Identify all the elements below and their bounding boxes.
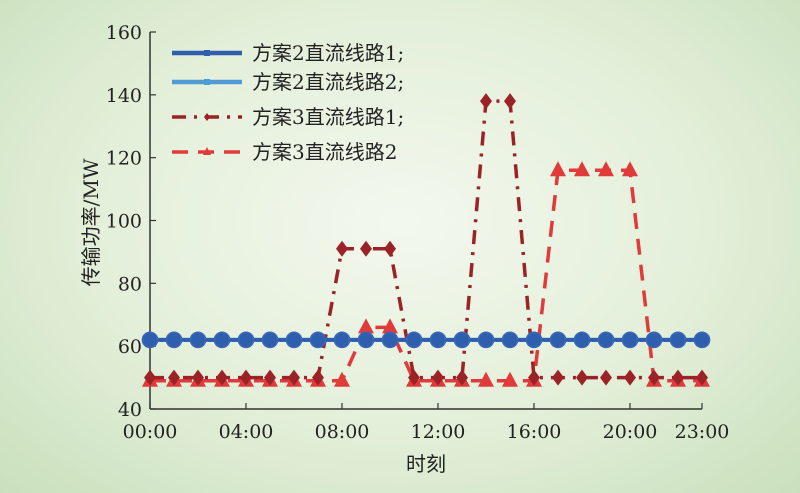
series-marker (528, 369, 540, 386)
series-3 (144, 93, 708, 386)
series-marker (408, 369, 420, 386)
legend-marker (204, 50, 210, 56)
series-marker (264, 369, 276, 386)
series-marker (597, 331, 615, 349)
series-marker (216, 369, 228, 386)
y-axis-title: 传输功率/MW (79, 158, 103, 286)
series-marker (648, 369, 660, 386)
series-marker (168, 369, 180, 386)
legend-item-1: 方案2直流线路1; (172, 41, 404, 65)
legend-item-4: 方案3直流线路2 (172, 140, 397, 164)
x-tick-label: 04:00 (219, 421, 274, 443)
y-tick-label: 160 (106, 22, 142, 44)
x-tick-label: 23:00 (675, 421, 730, 443)
series-marker (502, 371, 518, 387)
series-marker (501, 331, 519, 349)
x-tick-label: 00:00 (123, 421, 178, 443)
series-marker (384, 240, 396, 257)
y-tick-label: 140 (106, 85, 142, 107)
series-marker (456, 369, 468, 386)
series-marker (333, 331, 351, 349)
x-tick-label: 16:00 (507, 421, 562, 443)
series-marker (405, 331, 423, 349)
legend-marker (204, 79, 210, 85)
series-marker (525, 331, 543, 349)
series-marker (288, 369, 300, 386)
y-tick-label: 100 (106, 211, 142, 233)
series-marker (477, 331, 495, 349)
series-marker (552, 369, 564, 386)
series-marker (165, 331, 183, 349)
axes: 40 60 80 100 120 140 160 00:00 04:00 08:00 12:00 16… (106, 22, 730, 443)
series-marker (672, 369, 684, 386)
series-marker (598, 161, 614, 177)
y-tick-label: 40 (118, 399, 142, 421)
series-layer (141, 93, 711, 387)
series-marker (645, 331, 663, 349)
series-marker (621, 331, 639, 349)
series-marker (334, 371, 350, 387)
series-marker (309, 331, 327, 349)
y-tick-label: 120 (106, 148, 142, 170)
series-marker (237, 331, 255, 349)
series-marker (285, 331, 303, 349)
legend-marker (203, 147, 211, 155)
series-1 (141, 331, 711, 349)
series-marker (550, 161, 566, 177)
series-marker (381, 331, 399, 349)
series-marker (144, 369, 156, 386)
series-marker (358, 318, 374, 334)
x-axis-title: 时刻 (406, 452, 446, 476)
y-tick-label: 80 (118, 273, 142, 295)
legend-label: 方案3直流线路2 (252, 140, 397, 164)
legend-label: 方案3直流线路1; (252, 105, 404, 129)
series-marker (478, 371, 494, 387)
legend-label: 方案2直流线路2; (252, 70, 404, 94)
series-marker (432, 369, 444, 386)
series-marker (189, 331, 207, 349)
series-marker (549, 331, 567, 349)
series-marker (576, 369, 588, 386)
series-marker (192, 369, 204, 386)
legend: 方案2直流线路1; 方案2直流线路2; 方案3直流线路1; 方案3直流线路2 (172, 41, 404, 164)
series-marker (574, 161, 590, 177)
series-marker (480, 93, 492, 110)
y-tick-label: 60 (118, 336, 142, 358)
series-marker (622, 161, 638, 177)
series-marker (504, 93, 516, 110)
series-4 (142, 161, 710, 387)
series-marker (573, 331, 591, 349)
x-tick-label: 12:00 (411, 421, 466, 443)
series-marker (240, 369, 252, 386)
series-marker (312, 369, 324, 386)
series-marker (669, 331, 687, 349)
series-marker (141, 331, 159, 349)
series-marker (696, 369, 708, 386)
series-marker (600, 369, 612, 386)
legend-item-2: 方案2直流线路2; (172, 70, 404, 94)
series-marker (357, 331, 375, 349)
series-marker (360, 240, 372, 257)
series-marker (624, 369, 636, 386)
legend-marker (204, 113, 210, 121)
series-marker (382, 318, 398, 334)
series-marker (429, 331, 447, 349)
legend-item-3: 方案3直流线路1; (172, 105, 404, 129)
series-marker (693, 331, 711, 349)
series-marker (453, 331, 471, 349)
x-tick-label: 20:00 (603, 421, 658, 443)
legend-label: 方案2直流线路1; (252, 41, 404, 65)
series-marker (213, 331, 231, 349)
series-marker (336, 240, 348, 257)
x-tick-label: 08:00 (315, 421, 370, 443)
series-line (150, 168, 702, 383)
series-line (150, 99, 702, 380)
series-marker (261, 331, 279, 349)
